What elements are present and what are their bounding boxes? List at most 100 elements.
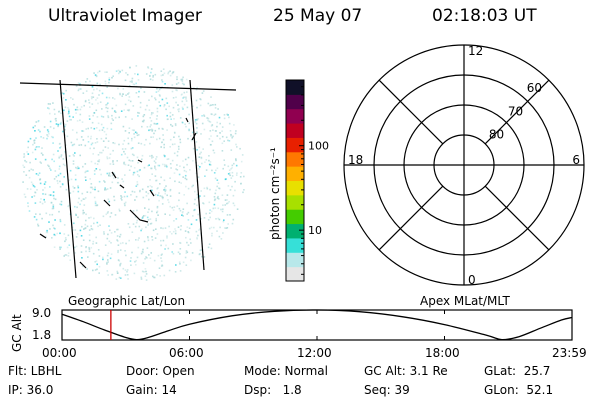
- geo-pixel: [201, 122, 204, 125]
- geo-pixel: [35, 218, 38, 221]
- geo-pixel: [97, 154, 100, 156]
- geo-pixel: [81, 257, 83, 259]
- geo-pixel: [151, 155, 153, 157]
- geo-pixel: [150, 113, 153, 116]
- polar-panel-label: Apex MLat/MLT: [420, 294, 510, 308]
- geo-pixel: [153, 160, 156, 162]
- geo-pixel: [59, 220, 62, 223]
- geo-pixel: [60, 121, 62, 124]
- geo-pixel: [84, 144, 87, 147]
- geo-pixel: [151, 189, 153, 192]
- geo-pixel: [35, 213, 37, 215]
- geo-pixel: [154, 129, 157, 132]
- geo-pixel: [109, 257, 112, 260]
- geo-pixel: [73, 187, 76, 189]
- geo-pixel: [140, 229, 142, 232]
- geo-pixel: [31, 183, 34, 186]
- geo-pixel: [185, 185, 187, 188]
- status-door: Door: Open: [126, 364, 195, 378]
- colorbar-segment: [286, 123, 304, 138]
- geo-pixel: [228, 172, 231, 174]
- geo-pixel: [111, 117, 113, 120]
- geo-pixel: [137, 96, 140, 98]
- geo-pixel: [228, 169, 231, 171]
- geo-pixel: [216, 185, 218, 188]
- geo-pixel: [133, 272, 136, 275]
- geo-pixel: [214, 177, 217, 180]
- geo-pixel: [39, 213, 41, 216]
- geo-pixel: [117, 259, 120, 261]
- geo-pixel: [172, 243, 174, 245]
- geo-pixel: [39, 130, 41, 133]
- geo-pixel: [107, 252, 110, 254]
- geo-pixel: [166, 165, 168, 168]
- geo-pixel: [185, 178, 188, 181]
- status-gain: Gain: 14: [126, 383, 177, 397]
- geo-pixel: [204, 175, 206, 177]
- geo-pixel: [163, 146, 165, 149]
- geo-pixel: [179, 117, 182, 119]
- geo-pixel: [183, 169, 186, 172]
- geo-pixel: [70, 97, 72, 99]
- geo-pixel: [157, 164, 159, 167]
- geo-pixel: [186, 213, 188, 215]
- geo-pixel: [109, 163, 112, 165]
- geo-pixel: [179, 242, 182, 244]
- geo-pixel: [24, 159, 26, 162]
- geo-pixel: [183, 96, 185, 99]
- geo-pixel: [92, 240, 95, 243]
- geo-pixel: [208, 163, 211, 166]
- geo-pixel: [98, 89, 101, 92]
- geo-pixel: [50, 169, 52, 171]
- geo-pixel: [42, 193, 44, 195]
- geo-pixel: [226, 194, 229, 196]
- geo-pixel: [141, 158, 143, 161]
- geo-pixel: [37, 223, 39, 226]
- geo-pixel: [179, 253, 181, 255]
- geo-pixel: [72, 160, 75, 162]
- geo-pixel: [127, 137, 129, 140]
- geo-pixel: [82, 213, 84, 215]
- geo-pixel: [40, 198, 42, 200]
- geo-pixel: [111, 107, 114, 110]
- geo-pixel: [221, 210, 224, 213]
- geo-pixel: [124, 163, 127, 166]
- geo-pixel: [127, 99, 130, 102]
- geo-pixel: [130, 194, 132, 196]
- geo-pixel: [142, 251, 144, 254]
- geo-pixel: [92, 96, 95, 98]
- geo-pixel: [167, 247, 170, 250]
- geo-pixel: [107, 261, 109, 263]
- geo-pixel: [209, 216, 211, 219]
- colorbar-segment: [286, 223, 304, 239]
- geo-pixel: [41, 147, 43, 149]
- geo-pixel: [46, 229, 48, 232]
- geo-pixel: [84, 176, 87, 178]
- geo-pixel: [50, 202, 53, 204]
- geo-pixel: [119, 242, 122, 245]
- geo-pixel: [161, 80, 164, 83]
- geo-pixel: [28, 169, 31, 172]
- geo-pixel: [178, 181, 181, 183]
- geo-pixel: [89, 191, 92, 194]
- geo-pixel: [67, 205, 69, 208]
- geo-pixel: [99, 224, 101, 226]
- geo-pixel: [188, 128, 190, 131]
- geo-pixel: [155, 179, 157, 182]
- geo-pixel: [115, 104, 118, 107]
- geo-pixel: [142, 120, 145, 123]
- geo-pixel: [49, 194, 52, 196]
- geo-pixel: [145, 73, 148, 75]
- geo-pixel: [195, 88, 198, 91]
- geo-pixel: [149, 125, 151, 128]
- geo-pixel: [51, 158, 53, 161]
- geo-pixel: [196, 127, 198, 129]
- geo-pixel: [91, 85, 94, 88]
- geo-pixel: [64, 240, 66, 243]
- status-dsp: Dsp: 1.8: [244, 383, 302, 397]
- geo-pixel: [69, 169, 72, 172]
- geo-pixel: [135, 221, 138, 224]
- geo-pixel: [230, 149, 233, 151]
- geo-pixel: [146, 104, 148, 107]
